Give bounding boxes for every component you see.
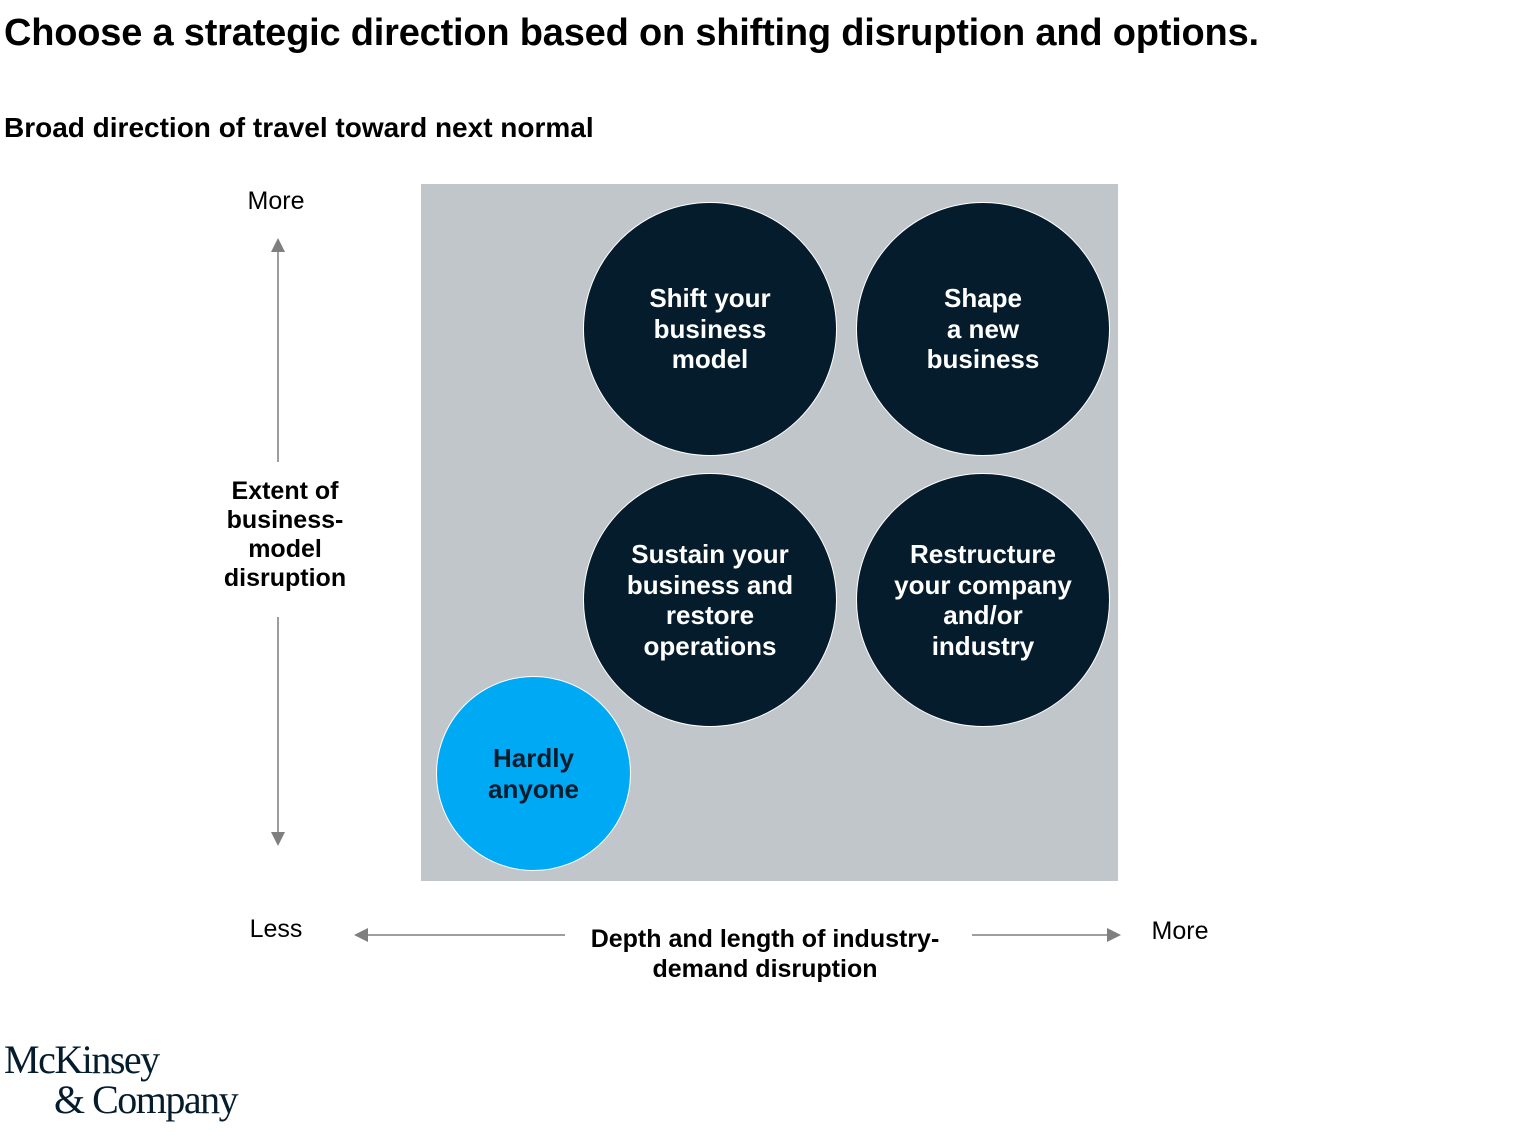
x-axis-label: Depth and length of industry- demand dis…: [560, 924, 970, 984]
x-axis-label-text: Depth and length of industry- demand dis…: [590, 925, 940, 983]
page-subtitle: Broad direction of travel toward next no…: [4, 112, 594, 143]
quadrant-sustain-business: Sustain your business and restore operat…: [583, 473, 837, 727]
logo-line-2: & Company: [54, 1077, 239, 1122]
x-axis-arrowhead-left: [354, 928, 368, 942]
x-axis-arrowhead-right: [1107, 928, 1121, 942]
quadrant-shape-new-business: Shape a new business: [856, 202, 1110, 456]
page-title: Choose a strategic direction based on sh…: [4, 12, 1259, 54]
mckinsey-logo: McKinsey & Company: [4, 1037, 239, 1122]
quadrant-restructure-label: Restructure your company and/or industry: [894, 539, 1072, 661]
x-axis-right-word: More: [1151, 917, 1209, 945]
y-axis-arrowhead-down: [271, 832, 285, 846]
quadrant-restructure-company: Restructure your company and/or industry: [856, 473, 1110, 727]
quadrant-hardly-anyone: Hardly anyone: [436, 676, 631, 871]
strategy-matrix: Shift your business model Shape a new bu…: [421, 184, 1118, 881]
y-axis-label-text: Extent of business- model disruption: [223, 477, 347, 592]
quadrant-hardly-label: Hardly anyone: [487, 743, 580, 804]
logo-line-1: McKinsey: [4, 1037, 160, 1082]
y-axis-top-word: More: [247, 187, 305, 215]
quadrant-sustain-label: Sustain your business and restore operat…: [626, 539, 794, 661]
y-axis-label: Extent of business- model disruption: [195, 477, 375, 593]
quadrant-shift-label: Shift your business model: [649, 283, 771, 375]
y-axis-arrowhead-up: [271, 238, 285, 252]
y-axis-bottom-word: Less: [249, 915, 303, 943]
quadrant-shape-label: Shape a new business: [926, 283, 1040, 375]
quadrant-shift-business-model: Shift your business model: [583, 202, 837, 456]
